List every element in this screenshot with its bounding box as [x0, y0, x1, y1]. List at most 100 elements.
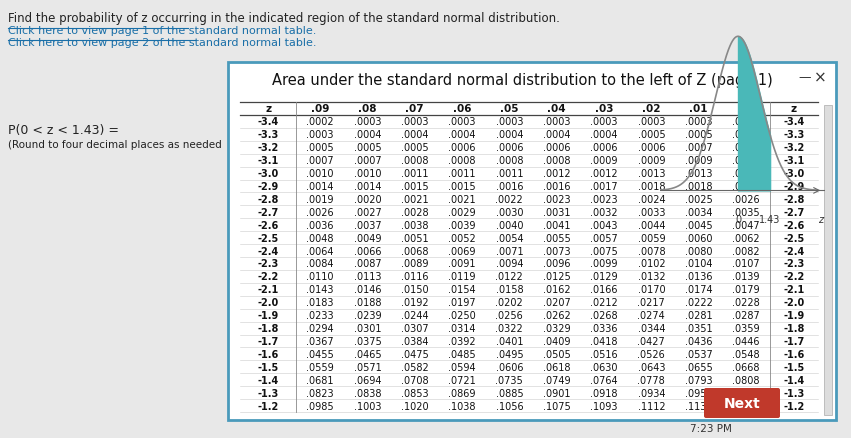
- Text: .0047: .0047: [732, 220, 760, 230]
- Text: .0274: .0274: [637, 311, 665, 320]
- Text: .0003: .0003: [401, 117, 429, 127]
- Text: .0015: .0015: [401, 181, 429, 191]
- Text: .0039: .0039: [448, 220, 476, 230]
- Text: -2.2: -2.2: [258, 272, 279, 282]
- Text: -2.3: -2.3: [258, 259, 279, 269]
- Text: -3.2: -3.2: [258, 143, 279, 153]
- Text: .0222: .0222: [685, 297, 712, 307]
- Text: .0003: .0003: [591, 117, 618, 127]
- Text: z: z: [266, 104, 271, 114]
- Text: .0023: .0023: [591, 194, 618, 205]
- Text: .0301: .0301: [354, 323, 381, 333]
- Text: .0084: .0084: [306, 259, 334, 269]
- Text: .0475: .0475: [401, 349, 429, 359]
- Text: .0485: .0485: [448, 349, 476, 359]
- Text: .0021: .0021: [401, 194, 429, 205]
- Text: .0495: .0495: [495, 349, 523, 359]
- Text: .0594: .0594: [448, 362, 476, 372]
- Text: .0116: .0116: [401, 272, 429, 282]
- Text: .09: .09: [311, 104, 329, 114]
- Text: .0401: .0401: [495, 336, 523, 346]
- Text: .04: .04: [547, 104, 566, 114]
- Text: .0793: .0793: [685, 375, 712, 385]
- Text: .0336: .0336: [591, 323, 618, 333]
- Text: .0089: .0089: [401, 259, 429, 269]
- Text: -2.9: -2.9: [783, 181, 804, 191]
- Text: -1.9: -1.9: [783, 311, 804, 320]
- Text: .0012: .0012: [543, 169, 570, 179]
- Text: .0708: .0708: [401, 375, 429, 385]
- Text: Area under the standard normal distribution to the left of Z (page 1): Area under the standard normal distribut…: [271, 73, 773, 88]
- Text: .0004: .0004: [448, 130, 476, 140]
- Text: .0367: .0367: [306, 336, 334, 346]
- Text: .0375: .0375: [353, 336, 381, 346]
- Text: (Round to four decimal places as needed: (Round to four decimal places as needed: [8, 140, 222, 150]
- Text: .0026: .0026: [306, 207, 334, 217]
- Text: .0025: .0025: [685, 194, 712, 205]
- Text: .0749: .0749: [543, 375, 570, 385]
- FancyBboxPatch shape: [228, 63, 836, 420]
- Text: .0007: .0007: [685, 143, 712, 153]
- Text: .0465: .0465: [354, 349, 381, 359]
- Text: .0853: .0853: [401, 388, 429, 398]
- Text: .0059: .0059: [637, 233, 665, 243]
- Text: -1.2: -1.2: [783, 401, 804, 410]
- Text: .0618: .0618: [543, 362, 570, 372]
- Text: .0735: .0735: [495, 375, 523, 385]
- Text: .0322: .0322: [495, 323, 523, 333]
- Text: .0009: .0009: [591, 156, 618, 166]
- Text: .0037: .0037: [354, 220, 381, 230]
- Text: .0016: .0016: [495, 181, 523, 191]
- Text: -3.3: -3.3: [783, 130, 804, 140]
- Text: .0582: .0582: [401, 362, 429, 372]
- Text: -2.7: -2.7: [783, 207, 804, 217]
- Text: .0934: .0934: [637, 388, 665, 398]
- Text: .0019: .0019: [732, 181, 760, 191]
- Text: .0003: .0003: [637, 117, 665, 127]
- Text: -2.3: -2.3: [783, 259, 804, 269]
- Text: .0071: .0071: [495, 246, 523, 256]
- Text: .1075: .1075: [543, 401, 570, 410]
- Text: -3.4: -3.4: [258, 117, 279, 127]
- Text: .0003: .0003: [495, 117, 523, 127]
- Text: .0197: .0197: [448, 297, 476, 307]
- Text: .0029: .0029: [448, 207, 476, 217]
- Text: .0250: .0250: [448, 311, 476, 320]
- Text: .0110: .0110: [306, 272, 334, 282]
- Text: .0217: .0217: [637, 297, 665, 307]
- Text: .0043: .0043: [591, 220, 618, 230]
- Text: -3.0: -3.0: [258, 169, 279, 179]
- Text: .0681: .0681: [306, 375, 334, 385]
- Text: .0057: .0057: [590, 233, 618, 243]
- Text: .0113: .0113: [354, 272, 381, 282]
- Text: .0838: .0838: [354, 388, 381, 398]
- Text: .0030: .0030: [495, 207, 523, 217]
- Text: —: —: [798, 71, 810, 84]
- Text: .0011: .0011: [401, 169, 429, 179]
- Text: .0013: .0013: [732, 169, 760, 179]
- Text: .0014: .0014: [354, 181, 381, 191]
- Text: .0287: .0287: [732, 311, 760, 320]
- Text: .0166: .0166: [591, 285, 618, 295]
- Text: .0011: .0011: [495, 169, 523, 179]
- Text: .0392: .0392: [448, 336, 476, 346]
- Text: .07: .07: [405, 104, 424, 114]
- Text: 0: 0: [735, 214, 741, 224]
- Text: -2.0: -2.0: [258, 297, 279, 307]
- Text: Find the probability of z occurring in the indicated region of the standard norm: Find the probability of z occurring in t…: [8, 12, 560, 25]
- Text: Click here to view page 2 of the standard normal table.: Click here to view page 2 of the standar…: [8, 38, 317, 48]
- Text: .0004: .0004: [354, 130, 381, 140]
- Text: .0446: .0446: [732, 336, 760, 346]
- Text: .0418: .0418: [591, 336, 618, 346]
- Text: .0023: .0023: [543, 194, 570, 205]
- Text: .0016: .0016: [543, 181, 570, 191]
- Text: -2.6: -2.6: [258, 220, 279, 230]
- Text: -2.5: -2.5: [783, 233, 804, 243]
- Text: .0052: .0052: [448, 233, 476, 243]
- Text: .0823: .0823: [306, 388, 334, 398]
- Text: .0174: .0174: [685, 285, 712, 295]
- Text: .0003: .0003: [306, 130, 334, 140]
- Text: .1112: .1112: [637, 401, 665, 410]
- Text: -2.8: -2.8: [783, 194, 804, 205]
- Text: .0002: .0002: [306, 117, 334, 127]
